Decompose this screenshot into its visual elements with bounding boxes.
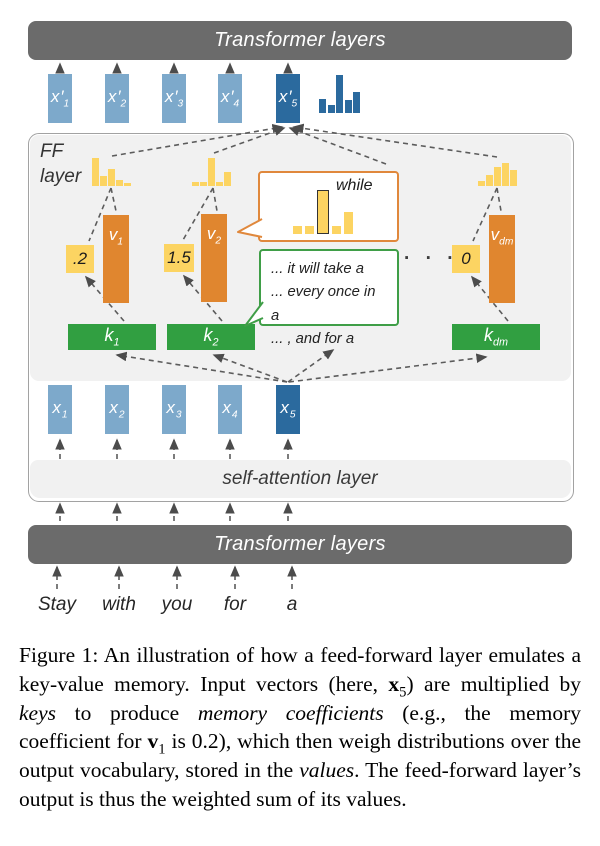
value-bubble-histogram <box>293 188 354 234</box>
histogram-bar <box>319 99 326 113</box>
caption-segment: . The feed-forward layer’s output is thu… <box>19 758 581 811</box>
v2-distribution-histogram <box>192 158 231 186</box>
input-word-you: you <box>161 594 193 615</box>
vector-box-x-prime-1: x′1 <box>48 74 72 123</box>
coefficient-box-vdm: 0 <box>452 245 480 273</box>
caption-segment: memory coefficients <box>197 700 384 725</box>
histogram-bar <box>502 163 509 186</box>
input-word-with: with <box>102 594 136 615</box>
histogram-bar <box>216 182 223 186</box>
histogram-bar <box>336 75 343 113</box>
vector-box-x-prime-2: x′2 <box>105 74 129 123</box>
coefficient-box-v1: .2 <box>66 245 94 273</box>
histogram-bar <box>224 172 231 186</box>
histogram-bar <box>293 226 302 234</box>
histogram-bar <box>332 226 342 234</box>
key-bubble-line: ... , and for a <box>271 331 355 348</box>
key-bubble-line: ... it will take a <box>271 261 364 277</box>
transformer-layers-top-label: Transformer layers <box>214 29 386 51</box>
key-box-k2: k2 <box>167 324 255 350</box>
transformer-layers-top-bar: Transformer layers <box>28 21 572 60</box>
value-bubble-word-label: while <box>336 177 373 194</box>
coefficient-box-v2: 1.5 <box>164 244 194 272</box>
caption-segment: x <box>388 671 400 696</box>
histogram-bar <box>353 92 360 113</box>
histogram-bar <box>478 181 485 186</box>
caption-segment: to produce <box>56 700 198 725</box>
ellipsis-dots: · · · <box>404 248 459 269</box>
value-box-v2: v2 <box>201 214 227 302</box>
output-distribution-histogram <box>319 75 360 113</box>
histogram-bar <box>124 183 131 186</box>
transformer-layers-bottom-label: Transformer layers <box>214 533 386 555</box>
histogram-bar <box>494 167 501 186</box>
transformer-layers-bottom-bar: Transformer layers <box>28 525 572 564</box>
ff-layer-label: FF layer <box>40 141 82 187</box>
caption-segment: 5 <box>399 684 407 701</box>
histogram-bar <box>344 212 354 234</box>
self-attention-bar: self-attention layer <box>29 460 571 498</box>
histogram-bar <box>305 226 314 234</box>
key-bubble: ... it will take a ... every once in a...… <box>259 249 399 347</box>
caption-segment: keys <box>19 700 56 725</box>
key-bubble-line: ... every once in a <box>271 284 376 324</box>
caption-segment: values <box>299 758 355 783</box>
vector-box-x-4: x4 <box>218 385 242 434</box>
vector-box-x-3: x3 <box>162 385 186 434</box>
histogram-bar <box>108 169 115 186</box>
key-box-kdm: kdm <box>452 324 540 350</box>
vector-box-x-prime-5: x′5 <box>276 74 300 123</box>
vector-box-x-prime-4: x′4 <box>218 74 242 123</box>
caption-segment: Figure 1: An illustration of how a feed-… <box>19 643 581 696</box>
key-bubble-lines: ... it will take a ... every once in a...… <box>261 251 397 359</box>
histogram-bar <box>344 100 352 113</box>
histogram-bar <box>208 158 215 186</box>
histogram-bar <box>116 180 123 186</box>
input-word-a: a <box>286 594 298 615</box>
histogram-bar <box>200 182 207 186</box>
histogram-bar <box>192 182 199 186</box>
caption-segment: 1 <box>158 741 166 758</box>
vector-box-x-prime-3: x′3 <box>162 74 186 123</box>
vdm-distribution-histogram <box>478 163 517 186</box>
value-bubble: while <box>258 171 399 242</box>
caption-segment: is 0.2), which then weigh distributions … <box>19 729 581 783</box>
figure-caption: Figure 1: An illustration of how a feed-… <box>19 641 581 814</box>
value-box-vdm: vdm <box>489 215 515 303</box>
histogram-bar <box>92 158 99 186</box>
v1-distribution-histogram <box>92 158 131 186</box>
vector-box-x-1: x1 <box>48 385 72 434</box>
vector-box-x-2: x2 <box>105 385 129 434</box>
caption-segment: v <box>147 729 159 754</box>
histogram-bar <box>317 190 330 234</box>
vector-box-x-5: x5 <box>276 385 300 434</box>
histogram-bar <box>510 170 517 186</box>
histogram-bar <box>327 105 335 113</box>
caption-segment: ) are multiplied by <box>406 671 581 696</box>
histogram-bar <box>100 176 107 186</box>
caption-segment: (e.g., the memory coefficient for <box>19 700 582 754</box>
value-box-v1: v1 <box>103 215 129 303</box>
histogram-bar <box>486 175 493 186</box>
input-word-for: for <box>223 594 247 615</box>
key-box-k1: k1 <box>68 324 156 350</box>
input-word-stay: Stay <box>37 594 77 615</box>
self-attention-label: self-attention layer <box>222 468 378 489</box>
